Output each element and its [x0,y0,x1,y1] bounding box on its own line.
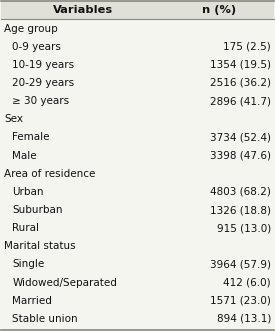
Text: 3398 (47.6): 3398 (47.6) [210,151,271,161]
Text: Sex: Sex [4,114,23,124]
Text: Widowed/Separated: Widowed/Separated [12,278,117,288]
Text: 894 (13.1): 894 (13.1) [216,314,271,324]
Text: Male: Male [12,151,37,161]
Text: Rural: Rural [12,223,39,233]
Text: 2896 (41.7): 2896 (41.7) [210,96,271,106]
Text: 10-19 years: 10-19 years [12,60,75,70]
Text: 4803 (68.2): 4803 (68.2) [210,187,271,197]
Text: 20-29 years: 20-29 years [12,78,75,88]
Text: n (%): n (%) [202,5,236,16]
Text: Stable union: Stable union [12,314,78,324]
Text: 1354 (19.5): 1354 (19.5) [210,60,271,70]
Text: Variables: Variables [53,5,113,16]
Text: 1571 (23.0): 1571 (23.0) [210,296,271,306]
Text: Single: Single [12,260,45,269]
Text: 1326 (18.8): 1326 (18.8) [210,205,271,215]
Text: Urban: Urban [12,187,44,197]
Text: 0-9 years: 0-9 years [12,42,61,52]
Text: Female: Female [12,132,50,142]
Text: 412 (6.0): 412 (6.0) [223,278,271,288]
Text: 3734 (52.4): 3734 (52.4) [210,132,271,142]
Bar [1,1,274,20]
Text: Area of residence: Area of residence [4,169,95,179]
Text: Married: Married [12,296,52,306]
Text: Age group: Age group [4,24,58,33]
Text: Marital status: Marital status [4,241,76,251]
Text: ≥ 30 years: ≥ 30 years [12,96,69,106]
Text: Suburban: Suburban [12,205,63,215]
Text: 3964 (57.9): 3964 (57.9) [210,260,271,269]
Text: 915 (13.0): 915 (13.0) [217,223,271,233]
Text: 175 (2.5): 175 (2.5) [223,42,271,52]
Text: 2516 (36.2): 2516 (36.2) [210,78,271,88]
